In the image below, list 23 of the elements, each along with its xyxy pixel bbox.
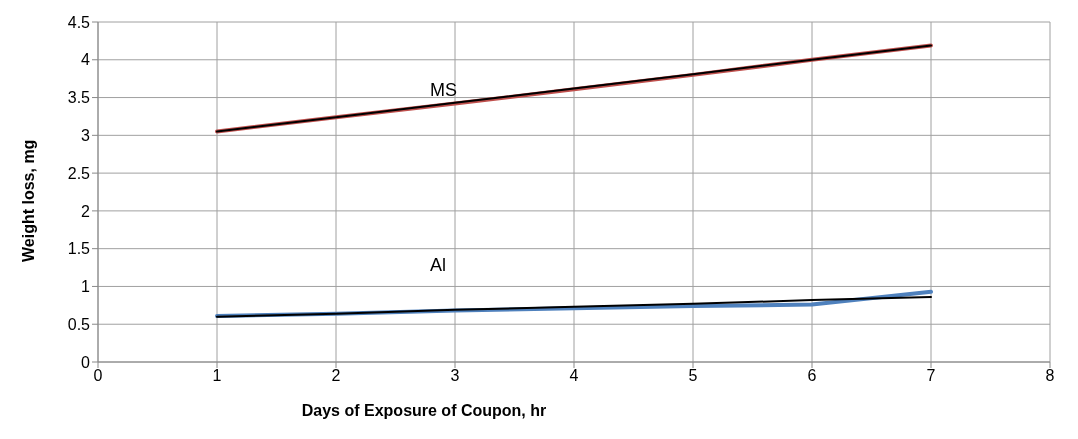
y-tick-label: 2	[81, 202, 91, 220]
y-tick-label: 3.5	[67, 89, 91, 107]
y-tick-label: 0	[81, 353, 91, 371]
x-tick-label: 3	[450, 367, 460, 385]
y-tick-label: 4.5	[67, 13, 91, 31]
y-tick-label: 1	[81, 278, 91, 296]
series-label: MS	[430, 79, 457, 100]
x-tick-label: 1	[212, 367, 222, 385]
y-tick-label: 1.5	[67, 240, 91, 258]
x-tick-label: 0	[93, 367, 103, 385]
x-axis-title: Days of Exposure of Coupon, hr	[301, 402, 547, 419]
y-axis-title: Weight loss, mg	[19, 139, 37, 262]
y-tick-label: 4	[81, 51, 91, 69]
y-tick-label: 3	[81, 127, 91, 145]
x-tick-label: 7	[926, 367, 936, 385]
x-tick-label: 4	[569, 367, 579, 385]
x-tick-label: 8	[1045, 367, 1055, 385]
y-tick-label: 2.5	[67, 164, 91, 182]
y-tick-label: 0.5	[67, 315, 91, 333]
x-tick-label: 2	[331, 367, 341, 385]
x-tick-label: 6	[807, 367, 817, 385]
x-tick-label: 5	[688, 367, 698, 385]
text: Al	[430, 254, 447, 275]
